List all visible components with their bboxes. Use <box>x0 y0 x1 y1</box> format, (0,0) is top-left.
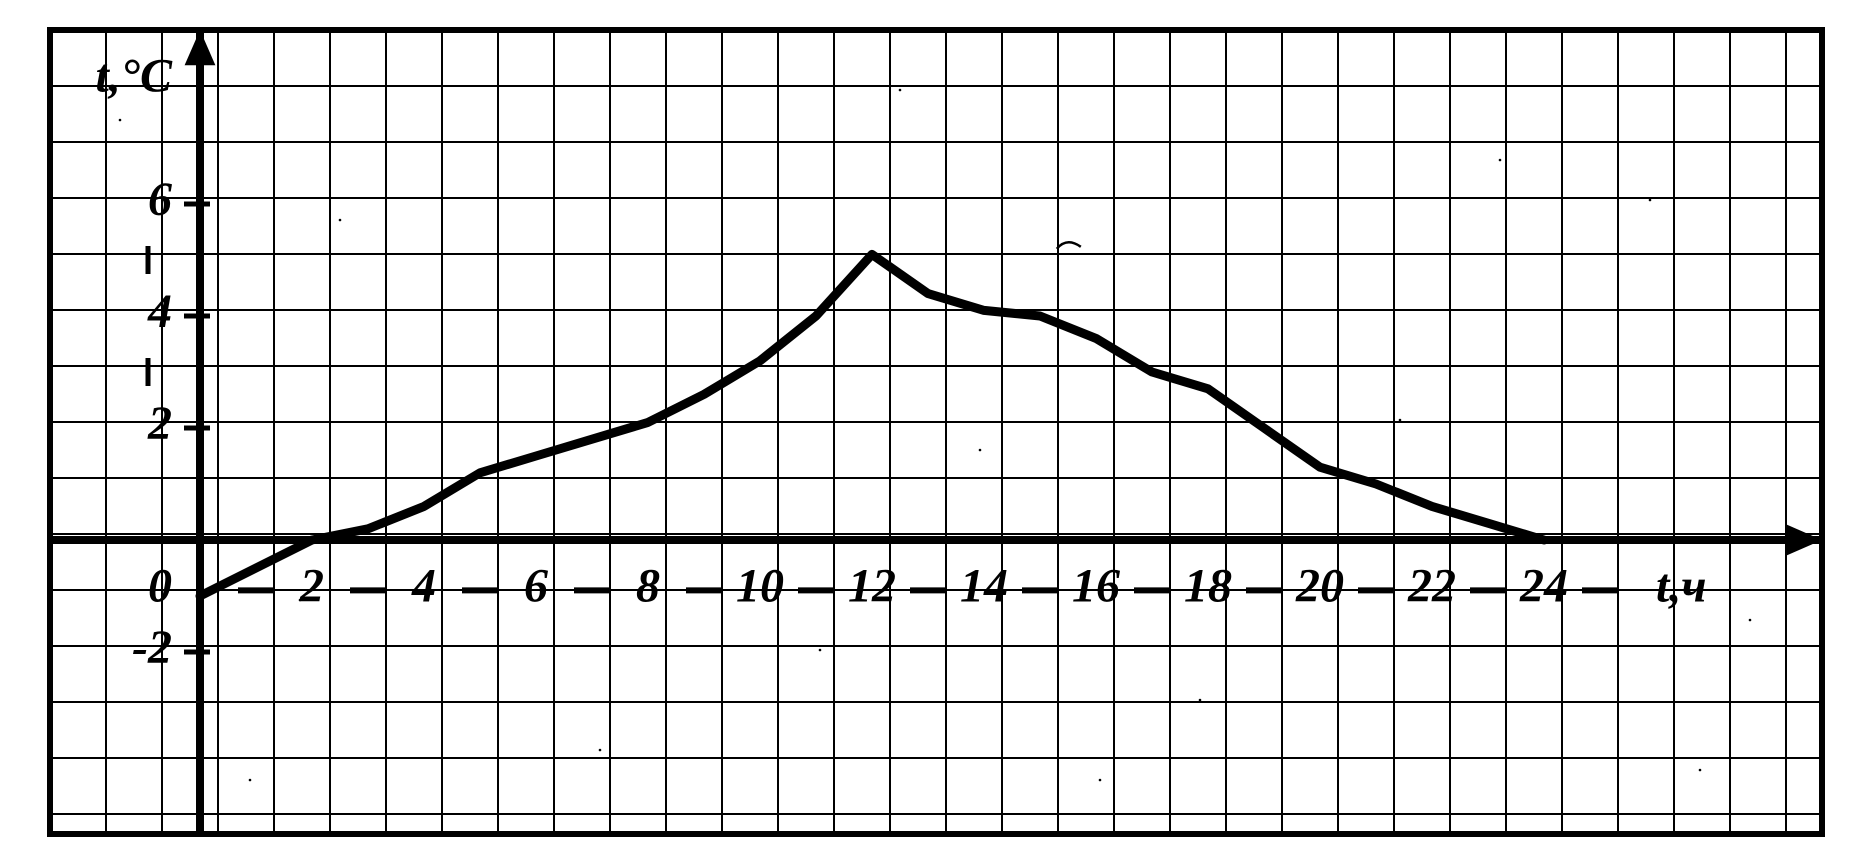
y-tick-label: 6 <box>148 173 172 226</box>
x-tick-label: 14 <box>960 559 1008 612</box>
x-tick-label: 8 <box>636 559 660 612</box>
chart-background <box>0 0 1872 864</box>
chart-svg: 024681012141618202224t,ч-2246t,°C <box>0 0 1872 864</box>
x-tick-label: 4 <box>411 559 436 612</box>
y-tick-label: 4 <box>147 285 172 338</box>
y-tick-label: -2 <box>132 621 172 674</box>
temperature-line-chart: 024681012141618202224t,ч-2246t,°C <box>0 0 1872 864</box>
x-tick-label: 2 <box>299 559 324 612</box>
x-tick-label: 18 <box>1184 559 1232 612</box>
x-tick-label: 0 <box>148 559 172 612</box>
x-tick-label: 6 <box>524 559 548 612</box>
y-tick-label: 2 <box>147 397 172 450</box>
x-tick-label: 10 <box>736 559 784 612</box>
x-tick-label: 12 <box>848 559 896 612</box>
x-tick-label: 20 <box>1295 559 1344 612</box>
y-axis-title: t,°C <box>95 49 173 102</box>
x-tick-label: 22 <box>1407 559 1456 612</box>
x-tick-label: 16 <box>1072 559 1120 612</box>
x-tick-label: 24 <box>1519 559 1568 612</box>
x-axis-title: t,ч <box>1656 559 1707 612</box>
